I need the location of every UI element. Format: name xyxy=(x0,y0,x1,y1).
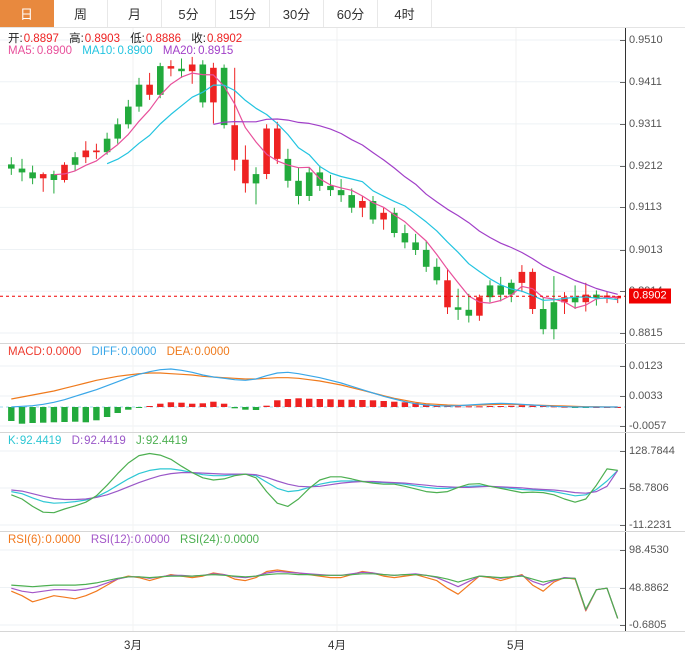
rsi-y-axis: 98.4530 48.8862 -0.6805 xyxy=(620,532,685,631)
tab-day[interactable]: 日 xyxy=(0,0,54,27)
y-tick-label: -0.6805 xyxy=(629,619,667,631)
y-tick-label: 58.7806 xyxy=(629,482,669,494)
y-tick-label: 0.9113 xyxy=(629,201,662,214)
y-tick-mark xyxy=(620,81,625,83)
y-tick-mark xyxy=(620,40,625,41)
y-tick-label: 98.4530 xyxy=(629,544,669,556)
y-tick-label: -11.2231 xyxy=(629,519,672,531)
divider-rsi-xaxis xyxy=(0,631,685,632)
tab-4hour[interactable]: 4时 xyxy=(378,0,432,27)
y-tick-mark xyxy=(620,451,625,452)
tabbar-spacer xyxy=(432,0,685,27)
y-tick-mark xyxy=(620,366,625,367)
tab-week[interactable]: 周 xyxy=(54,0,108,27)
tab-60min[interactable]: 60分 xyxy=(324,0,378,27)
macd-y-axis: 0.0123 0.0033 -0.0057 xyxy=(620,344,685,432)
y-tick-label: 0.9510 xyxy=(629,34,663,46)
macd-pane: MACD:0.0000 DIFF:0.0000 DEA:0.0000 0.012… xyxy=(0,344,685,432)
y-tick-mark xyxy=(620,249,625,251)
x-tick-label-may: 5月 xyxy=(507,640,525,652)
y-tick-label: 128.7844 xyxy=(629,445,675,457)
y-tick-label: 0.9013 xyxy=(629,243,663,256)
kdj-chart-svg xyxy=(0,433,625,531)
x-tick-label-apr: 4月 xyxy=(328,640,346,652)
rsi-pane: RSI(6):0.0000 RSI(12):0.0000 RSI(24):0.0… xyxy=(0,532,685,631)
y-tick-label: 0.9212 xyxy=(629,159,663,172)
tab-month[interactable]: 月 xyxy=(108,0,162,27)
price-chart-svg xyxy=(0,28,625,343)
y-tick-mark xyxy=(620,525,625,526)
kdj-y-axis: 128.7844 58.7806 -11.2231 xyxy=(620,433,685,531)
macd-chart-svg xyxy=(0,344,625,432)
x-axis: 3月 4月 5月 xyxy=(0,632,685,664)
current-price-badge: 0.8902 xyxy=(629,288,671,304)
y-tick-mark xyxy=(620,426,625,427)
divider-price-macd xyxy=(0,343,685,344)
y-tick-mark xyxy=(620,488,625,489)
timeframe-tabbar: 日 周 月 5分 15分 30分 60分 4时 xyxy=(0,0,685,28)
tab-5min[interactable]: 5分 xyxy=(162,0,216,27)
y-tick-label: 48.8862 xyxy=(629,581,669,594)
rsi-chart-svg xyxy=(0,532,625,631)
y-tick-label: 0.0123 xyxy=(629,360,663,372)
y-tick-label: 0.0033 xyxy=(629,390,663,402)
y-tick-label: 0.9411 xyxy=(629,75,662,88)
x-tick-label-mar: 3月 xyxy=(124,640,142,652)
y-tick-mark xyxy=(620,587,625,589)
y-tick-mark xyxy=(620,207,625,209)
axis-line xyxy=(625,344,626,432)
divider-kdj-rsi xyxy=(0,531,685,532)
divider-macd-kdj xyxy=(0,432,685,433)
y-tick-mark xyxy=(620,396,625,397)
axis-line xyxy=(625,532,626,631)
price-pane: 开:0.8897 高:0.8903 低:0.8886 收:0.8902 MA5:… xyxy=(0,28,685,343)
price-y-axis: 0.9510 0.9411 0.9311 0.9212 0.9113 0.9013 0.89… xyxy=(620,28,685,343)
tab-30min[interactable]: 30分 xyxy=(270,0,324,27)
y-tick-label: -0.0057 xyxy=(629,420,667,432)
y-tick-label: 0.8815 xyxy=(629,327,663,339)
axis-line xyxy=(625,28,626,343)
axis-line xyxy=(625,433,626,531)
y-tick-mark xyxy=(620,165,625,167)
y-tick-mark xyxy=(620,291,625,293)
y-tick-mark xyxy=(620,333,625,334)
tab-15min[interactable]: 15分 xyxy=(216,0,270,27)
y-tick-label: 0.9311 xyxy=(629,117,662,130)
y-tick-mark xyxy=(620,123,625,125)
kdj-pane: K:92.4419 D:92.4419 J:92.4419 128.7844 58… xyxy=(0,433,685,531)
y-tick-mark xyxy=(620,625,625,626)
y-tick-mark xyxy=(620,550,625,551)
